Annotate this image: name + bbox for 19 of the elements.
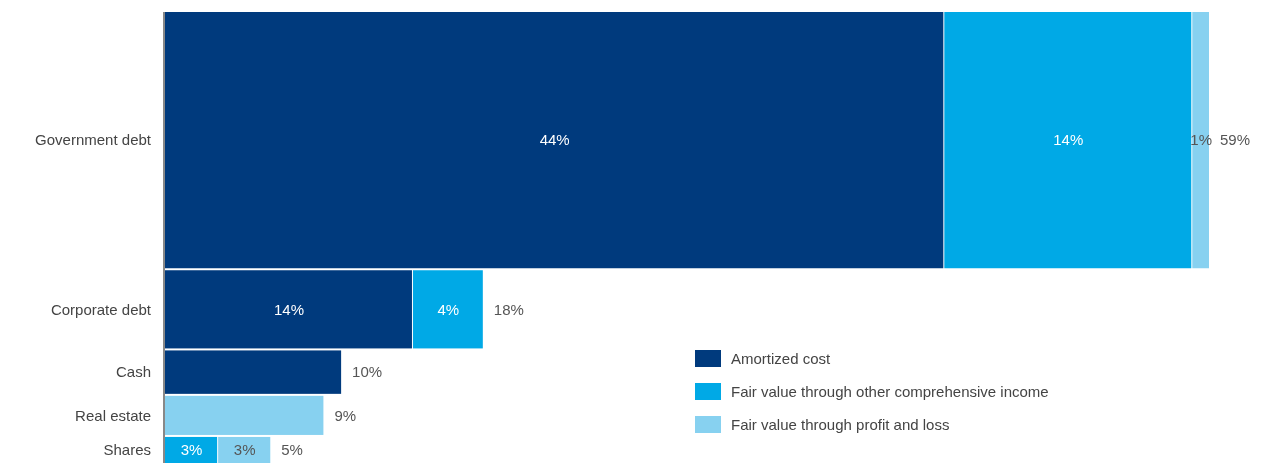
data-label: 14% bbox=[273, 300, 304, 318]
legend-label: Fair value through other comprehensive income bbox=[731, 383, 1049, 401]
y-tick-label: Shares bbox=[103, 441, 151, 459]
data-label: 14% bbox=[1053, 131, 1084, 149]
y-tick-label: Real estate bbox=[75, 406, 151, 424]
legend-label: Amortized cost bbox=[731, 350, 832, 368]
data-label: 3% bbox=[180, 441, 203, 459]
data-label: 3% bbox=[233, 441, 256, 459]
data-label: 44% bbox=[539, 131, 570, 149]
y-tick-label: Cash bbox=[115, 363, 151, 381]
total-label: 18% bbox=[493, 300, 524, 318]
legend-label: Fair value through profit and loss bbox=[731, 416, 950, 434]
y-tick-label: Corporate debt bbox=[50, 300, 152, 318]
y-tick-label: Government debt bbox=[35, 131, 152, 149]
total-label: 59% bbox=[1220, 131, 1251, 149]
total-label: 5% bbox=[281, 441, 303, 459]
total-label: 9% bbox=[334, 406, 357, 424]
total-label: 10% bbox=[352, 363, 383, 381]
data-label: 4% bbox=[437, 300, 460, 318]
